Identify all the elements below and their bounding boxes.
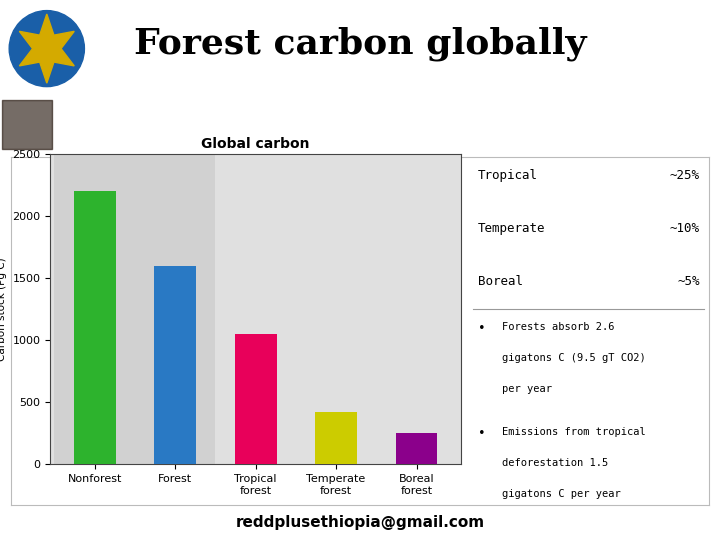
Text: Emissions from tropical: Emissions from tropical (502, 427, 646, 437)
Text: %terrestrial C: %terrestrial C (601, 131, 705, 144)
Bar (73, 191, 116, 464)
Text: 45% of terrestrial carbon is
stored in earth’s forests: 45% of terrestrial carbon is stored in e… (66, 109, 248, 140)
Text: Carbon stock by biome: Carbon stock by biome (444, 104, 615, 117)
Bar (235, 334, 276, 464)
Text: per year: per year (502, 383, 552, 394)
Bar (395, 433, 438, 464)
Text: Boreal: Boreal (477, 275, 523, 288)
Title: Global carbon: Global carbon (202, 137, 310, 151)
Text: ~10%: ~10% (670, 222, 700, 235)
Text: gigatons C (9.5 gT CO2): gigatons C (9.5 gT CO2) (502, 353, 646, 363)
Text: •: • (477, 321, 485, 335)
Bar (315, 412, 357, 464)
Y-axis label: Carbon stock (Pg C): Carbon stock (Pg C) (0, 258, 7, 361)
Text: ~5%: ~5% (677, 275, 700, 288)
Text: gigatons C per year: gigatons C per year (502, 489, 621, 500)
Text: Tropical: Tropical (477, 170, 538, 183)
Bar (55, 154, 215, 464)
Ellipse shape (9, 11, 84, 86)
Text: reddplusethiopia@gmail.com: reddplusethiopia@gmail.com (235, 515, 485, 530)
Text: deforestation 1.5: deforestation 1.5 (502, 458, 608, 468)
Text: Forest carbon globally: Forest carbon globally (134, 26, 586, 61)
Text: •: • (477, 427, 485, 440)
Polygon shape (19, 14, 74, 83)
Text: ~25%: ~25% (670, 170, 700, 183)
Text: Temperate: Temperate (477, 222, 545, 235)
Bar (154, 266, 196, 464)
Text: Forests absorb 2.6: Forests absorb 2.6 (502, 321, 614, 332)
